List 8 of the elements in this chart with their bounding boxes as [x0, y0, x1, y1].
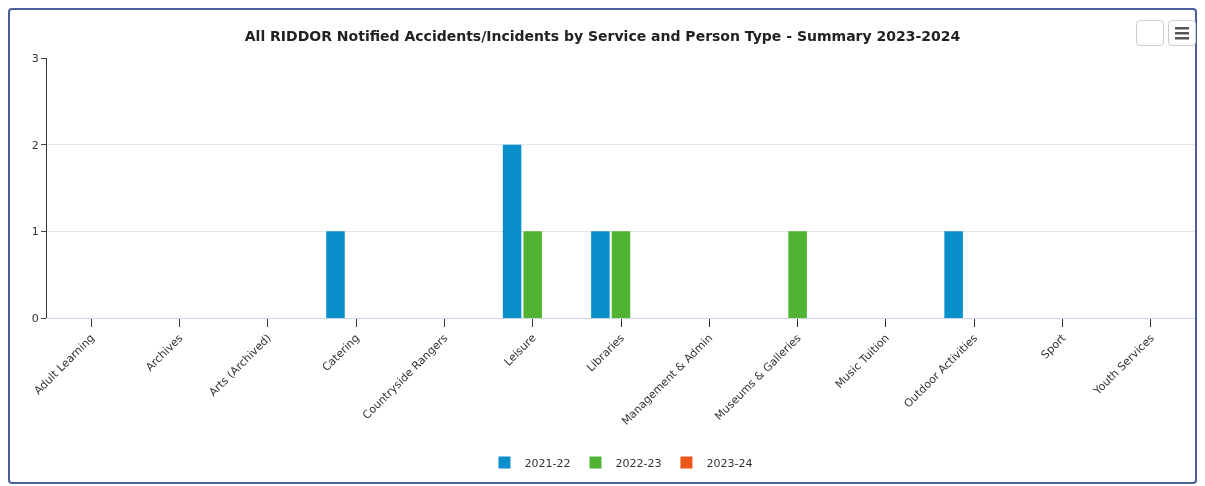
y-tick-label: 2 — [31, 138, 39, 152]
legend-label: 2022-23 — [615, 456, 662, 470]
legend-label: 2021-22 — [524, 456, 571, 470]
y-tick-label: 3 — [31, 51, 39, 65]
legend-label: 2023-24 — [706, 456, 753, 470]
chart-title: All RIDDOR Notified Accidents/Incidents by Service and Person Type - Summary 2023-2024 — [244, 28, 961, 45]
y-tick-label: 1 — [31, 225, 39, 239]
y-tick-label: 0 — [31, 311, 39, 325]
